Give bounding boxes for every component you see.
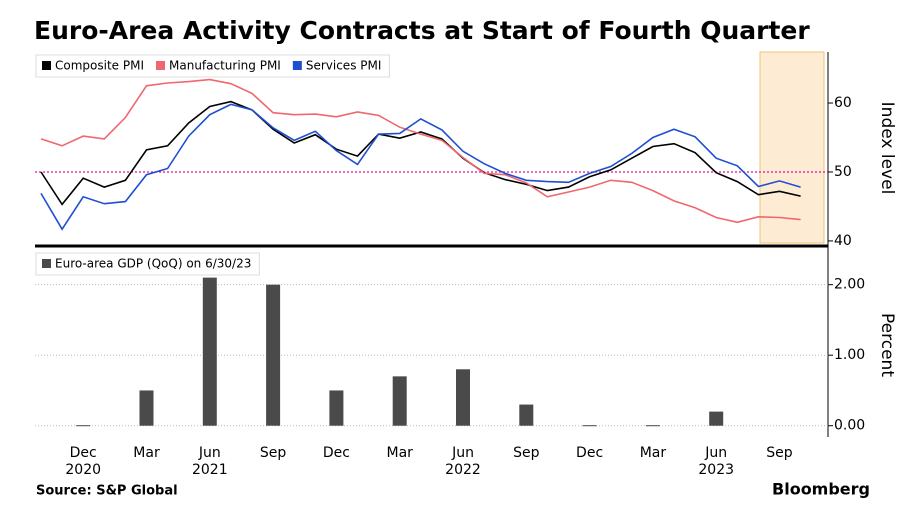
- x-tick-label: Mar: [640, 445, 667, 461]
- y-tick-label: 1.00: [834, 347, 865, 363]
- series-line: [40, 100, 801, 206]
- x-tick-label: Dec: [576, 445, 603, 461]
- bar: [519, 404, 534, 426]
- legend-swatch: [42, 61, 51, 70]
- x-tick-label: Jun: [451, 445, 474, 461]
- legend-swatch: [42, 259, 51, 268]
- y-tick-label: 50: [834, 164, 852, 180]
- source: Source: S&P Global: [36, 484, 178, 499]
- x-tick-label: Jun: [198, 445, 221, 461]
- x-tick-label: Dec: [70, 445, 97, 461]
- highlight-band: [759, 51, 825, 244]
- bar: [139, 390, 154, 426]
- bar: [709, 411, 724, 426]
- x-tick-label: Mar: [386, 445, 413, 461]
- y-tick-label: 2.00: [834, 277, 865, 293]
- y-tick-label: 40: [834, 233, 852, 249]
- y-tick-label: 60: [834, 95, 852, 111]
- y-axis-title: Index level: [877, 102, 897, 195]
- series-line: [40, 78, 801, 224]
- bar: [76, 425, 91, 427]
- series-line: [40, 103, 801, 231]
- x-tick-label: Sep: [513, 445, 540, 461]
- x-tick-label: Jun: [704, 445, 727, 461]
- x-tick-label: Sep: [260, 445, 287, 461]
- bar: [645, 425, 660, 427]
- bar: [582, 425, 597, 427]
- x-year-label: 2020: [65, 462, 101, 478]
- brand: Bloomberg: [772, 480, 870, 499]
- chart-title: Euro-Area Activity Contracts at Start of…: [34, 16, 810, 45]
- bar: [392, 376, 407, 426]
- legend-box: [35, 252, 260, 276]
- legend-box: [35, 54, 390, 78]
- bar: [329, 390, 344, 426]
- x-tick-label: Sep: [766, 445, 793, 461]
- bar: [456, 369, 470, 426]
- legend-swatch: [292, 61, 302, 70]
- legend-label: Manufacturing PMI: [169, 59, 281, 73]
- x-year-label: 2021: [192, 462, 228, 478]
- legend-label: Composite PMI: [55, 59, 144, 73]
- x-tick-label: Dec: [323, 445, 350, 461]
- legend-label: Services PMI: [306, 59, 382, 73]
- legend-label: Euro-area GDP (QoQ) on 6/30/23: [55, 257, 251, 271]
- x-year-label: 2022: [445, 462, 481, 478]
- y-tick-label: 0.00: [834, 418, 865, 434]
- bar: [266, 284, 281, 426]
- bar: [202, 277, 217, 426]
- legend-swatch: [156, 61, 165, 70]
- y-axis-title: Percent: [877, 313, 897, 377]
- x-tick-label: Mar: [133, 445, 160, 461]
- x-year-label: 2023: [698, 462, 734, 478]
